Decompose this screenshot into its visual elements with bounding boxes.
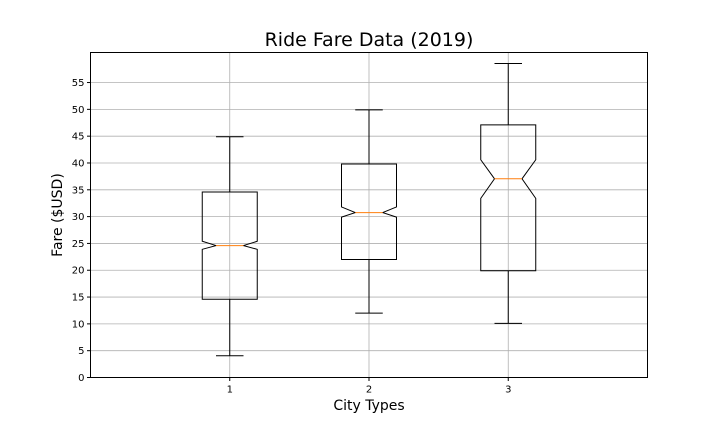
box-group xyxy=(201,136,258,357)
box-group xyxy=(341,109,397,314)
y-axis-label: Fare ($USD) xyxy=(50,173,66,257)
y-tick-label: 10 xyxy=(72,319,85,330)
y-tick-label: 30 xyxy=(72,212,85,223)
x-tick-label: 2 xyxy=(366,385,372,396)
tick-layer: 0 5 10 15 20 25 30 35 40 45 50 55 1 2 3 xyxy=(72,78,512,395)
plot-frame xyxy=(90,52,648,378)
box-group xyxy=(480,62,537,324)
y-tick-label: 55 xyxy=(72,78,85,89)
notched-box xyxy=(480,124,537,272)
grid-layer xyxy=(90,52,648,378)
y-tick-label: 25 xyxy=(72,239,85,250)
notched-box xyxy=(341,163,397,261)
y-tick-label: 20 xyxy=(72,266,85,277)
y-tick-label: 15 xyxy=(72,293,85,304)
y-tick-label: 45 xyxy=(72,132,85,143)
chart-title: Ride Fare Data (2019) xyxy=(265,29,474,51)
y-tick-label: 5 xyxy=(78,346,84,357)
x-tick-label: 1 xyxy=(227,385,233,396)
x-tick-label: 3 xyxy=(505,385,511,396)
x-axis-label: City Types xyxy=(333,398,404,414)
notched-box xyxy=(201,191,258,300)
y-tick-label: 0 xyxy=(78,373,84,384)
y-tick-label: 40 xyxy=(72,158,85,169)
plot-layer xyxy=(201,62,537,357)
y-tick-label: 35 xyxy=(72,185,85,196)
y-tick-label: 50 xyxy=(72,105,85,116)
